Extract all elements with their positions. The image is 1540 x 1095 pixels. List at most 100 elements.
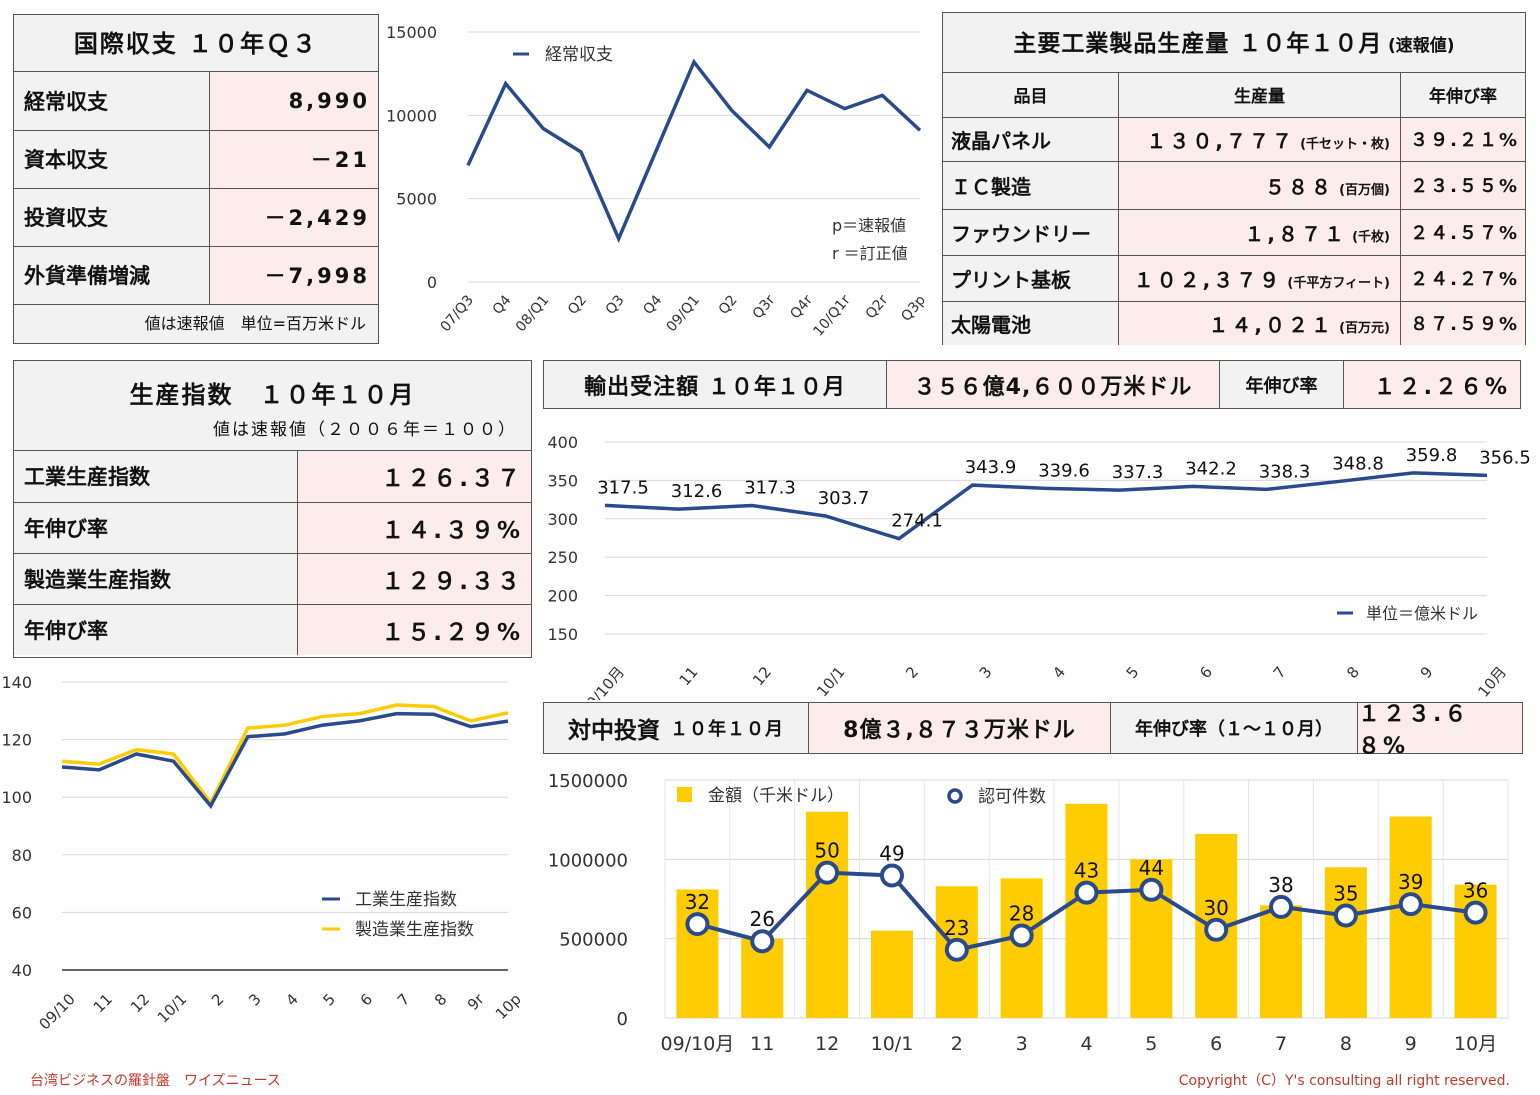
table-row: プリント基板 １０２,３７９ (千平方フィート) ２４.２７% <box>943 254 1525 302</box>
y-tick-label: 60 <box>12 903 32 922</box>
y-tick-label: 1000000 <box>548 850 628 871</box>
growth: ３９.２１% <box>1400 116 1525 162</box>
volume: １０２,３７９ <box>1133 267 1283 292</box>
x-tick-label: 5 <box>320 990 339 1009</box>
export-summary: 輸出受注額 １０年１０月 ３５６億4,６００万米ドル 年伸び率 １２.２６% <box>543 360 1521 409</box>
x-tick-label: 6 <box>1196 663 1216 682</box>
data-label: 49 <box>879 842 904 866</box>
data-label: 43 <box>1074 859 1099 883</box>
bar-amount <box>870 930 913 1018</box>
index-table: 工業生産指数 １２６.３７ 年伸び率 １４.３９% 製造業生産指数 １２９.３３… <box>14 451 531 655</box>
x-tick-label: Q3r <box>750 292 779 322</box>
y-tick-label: 350 <box>547 471 578 490</box>
y-tick-label: 140 <box>1 673 32 692</box>
marker-approvals <box>1333 903 1358 928</box>
y-tick-label: 0 <box>617 1009 628 1030</box>
x-tick-label: 3 <box>976 663 996 682</box>
annotation-preliminary: p＝速報値 <box>832 216 906 235</box>
x-tick-label: 7 <box>1275 1033 1287 1055</box>
x-tick-label: 12 <box>127 990 153 1016</box>
index-value: １２９.３３ <box>297 552 531 605</box>
unit: (千枚) <box>1352 229 1390 245</box>
x-tick-label: 9r <box>464 990 488 1014</box>
bar-amount <box>676 889 719 1018</box>
data-label: 50 <box>814 839 839 863</box>
production-title-row: 主要工業製品生産量 １０年１０月 (速報値) <box>943 13 1525 73</box>
x-tick-label: 09/10月 <box>577 663 628 700</box>
x-tick-label: 10/1 <box>871 1033 914 1055</box>
production-table: 品目 生産量 年伸び率 液晶パネル １３０,７７７ (千セット・枚) ３９.２１… <box>943 73 1525 345</box>
index-value: １２６.３７ <box>297 451 531 503</box>
growth: ２４.２７% <box>1400 254 1525 302</box>
x-tick-label: 09/Q1 <box>664 292 704 335</box>
col-header: 生産量 <box>1118 73 1401 118</box>
data-label: 32 <box>685 890 710 914</box>
marker-approvals <box>1269 894 1294 919</box>
invest-growth: １２３.６８% <box>1358 702 1522 759</box>
data-label: 317.3 <box>744 478 796 499</box>
data-label: 338.3 <box>1259 461 1311 482</box>
marker-approvals <box>1009 923 1034 948</box>
legend-label-amount: 金額（千米ドル） <box>708 786 844 806</box>
series-line-current-account <box>466 58 922 244</box>
x-tick-label: 12 <box>815 1033 839 1055</box>
x-tick-label: 10月 <box>1474 663 1510 700</box>
x-tick-label: 2 <box>951 1033 963 1055</box>
item-name: 液晶パネル <box>943 116 1119 162</box>
x-tick-label: 8 <box>1340 1033 1352 1055</box>
invest-growth-label: 年伸び率（１～１０月） <box>1111 703 1358 753</box>
data-label: 339.6 <box>1038 460 1090 481</box>
y-tick-label: 300 <box>547 510 578 529</box>
growth: ２３.５５% <box>1400 160 1525 210</box>
x-tick-label: 10月 <box>1454 1033 1497 1055</box>
y-tick-label: 200 <box>547 587 578 606</box>
x-tick-label: 10p <box>492 990 525 1023</box>
index-header: 生産指数 １０年１０月 値は速報値（２００６年＝１００） <box>14 361 531 451</box>
volume: １３０,７７７ <box>1146 128 1296 153</box>
data-label: 38 <box>1268 873 1293 897</box>
bop-label: 投資収支 <box>14 187 210 247</box>
legend-marker-approvals <box>947 788 963 804</box>
y-tick-label: 0 <box>427 273 437 292</box>
x-tick-label: 6 <box>357 990 376 1009</box>
bop-label: 資本収支 <box>14 129 210 189</box>
y-tick-label: 40 <box>12 961 32 980</box>
export-growth: １２.２６% <box>1344 361 1520 408</box>
volume-cell: １３０,７７７ (千セット・枚) <box>1118 116 1401 162</box>
y-tick-label: 1500000 <box>548 771 628 792</box>
item-name: プリント基板 <box>943 254 1119 302</box>
x-tick-label: 5 <box>1123 663 1143 682</box>
data-label: 35 <box>1333 882 1358 906</box>
x-tick-label: 12 <box>749 663 775 689</box>
marker-approvals <box>1074 880 1099 905</box>
x-tick-label: 10/Q1r <box>810 292 853 339</box>
data-label: 337.3 <box>1112 462 1164 483</box>
data-label: 23 <box>944 916 969 940</box>
x-tick-label: Q2 <box>565 292 590 318</box>
production-index-chart: 40 60 80 100 120 140 09/10 11 12 10/1 2 3 4 5 6 7 8 9r 10p… <box>1 673 525 1033</box>
footer-right: Copyright（C）Y's consulting all right res… <box>1178 1073 1510 1089</box>
x-tick-label: Q4r <box>787 292 816 322</box>
investment-summary: 対中投資 １０年１０月 8億３,８７３万米ドル 年伸び率（１～１０月） １２３.… <box>543 702 1523 759</box>
bop-label: 外貨準備増減 <box>14 245 210 305</box>
production-title-suffix: (速報値) <box>1388 36 1455 56</box>
data-label: 44 <box>1139 856 1164 880</box>
series-line-industrial <box>61 711 509 809</box>
bar-amount <box>1000 878 1043 1018</box>
x-tick-label: 2 <box>902 663 922 682</box>
marker-approvals <box>1398 892 1423 917</box>
table-row: 資本収支 －21 <box>14 129 378 189</box>
table-row: 液晶パネル １３０,７７７ (千セット・枚) ３９.２１% <box>943 116 1525 162</box>
data-label: 317.5 <box>597 477 649 498</box>
footer-left: 台湾ビジネスの羅針盤 ワイズニュース <box>30 1073 281 1089</box>
index-label: 製造業生産指数 <box>14 552 298 605</box>
table-header-row: 品目 生産量 年伸び率 <box>943 73 1525 118</box>
x-tick-label: 9 <box>1405 1033 1417 1055</box>
index-subtitle: 値は速報値（２００６年＝１００） <box>213 420 517 440</box>
index-label: 年伸び率 <box>14 603 298 655</box>
x-tick-label: 8 <box>1343 663 1363 682</box>
y-tick-label: 15000 <box>386 23 437 42</box>
y-tick-label: 120 <box>1 731 32 750</box>
